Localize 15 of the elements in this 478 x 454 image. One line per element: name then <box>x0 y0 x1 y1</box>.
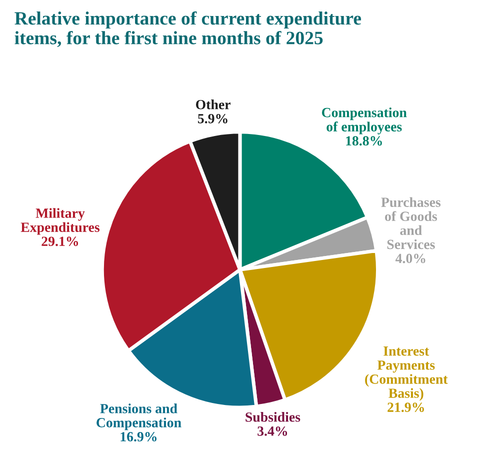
slice-label: Compensation of employees <box>322 107 407 134</box>
slice-label: Purchases of Goods and Services <box>381 197 441 250</box>
data-label: 29.1% <box>42 236 78 246</box>
slice-label: Interest Payments (Commitment Basis) <box>365 346 448 401</box>
data-label: 18.8% <box>346 136 382 146</box>
slice-label: Other <box>196 100 230 110</box>
data-label: 3.4% <box>258 426 288 436</box>
data-label: 5.9% <box>198 114 228 124</box>
data-label: 16.9% <box>120 432 156 442</box>
chart-title: Relative importance of current expenditure items, for the first nine months of 2025 <box>14 11 362 48</box>
slice-label: Subsidies <box>246 412 300 422</box>
slice-label: Military Expenditures <box>20 208 100 235</box>
data-label: 4.0% <box>395 254 426 264</box>
data-label: 21.9% <box>388 402 424 412</box>
slice-label: Pensions and Compensation <box>96 404 182 430</box>
